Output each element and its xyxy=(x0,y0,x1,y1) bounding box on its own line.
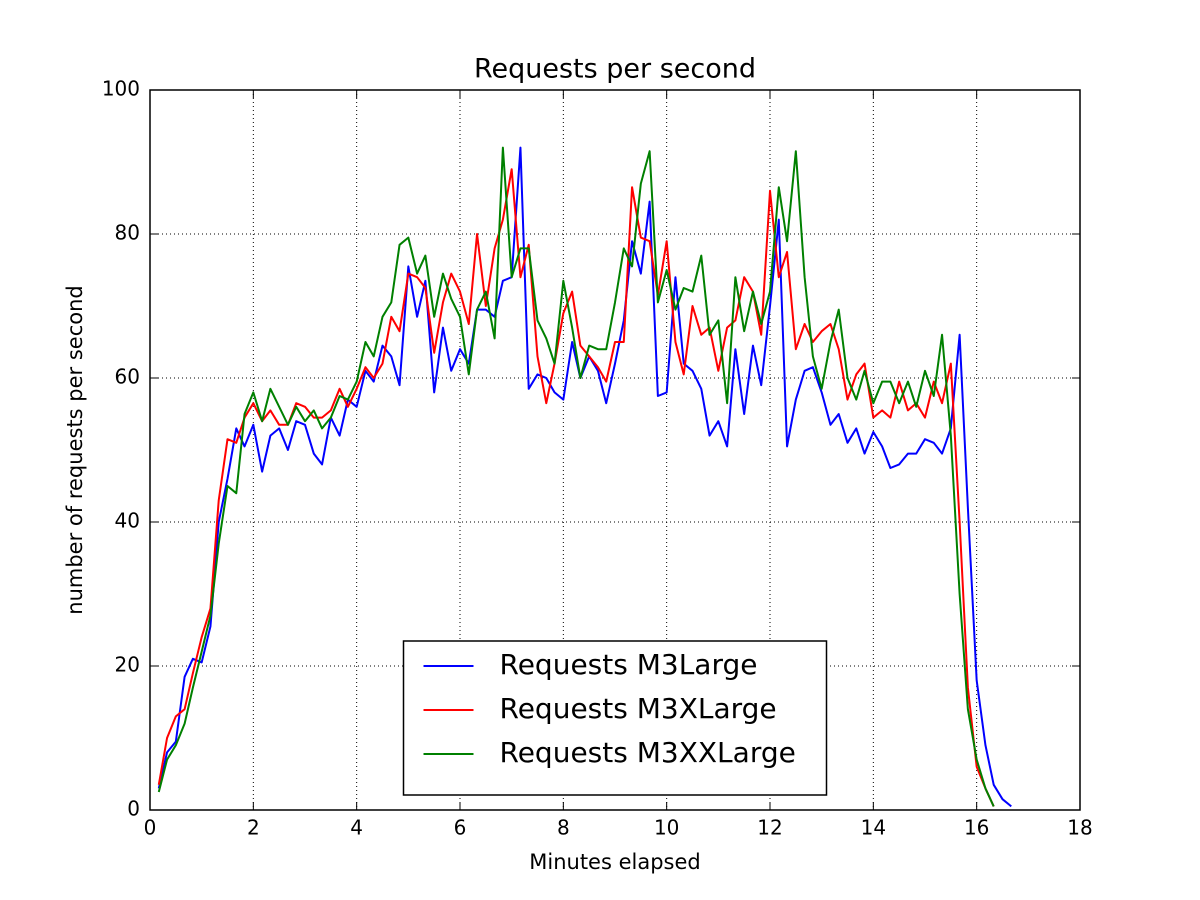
x-tick-label: 10 xyxy=(654,816,679,840)
y-tick-label: 60 xyxy=(115,365,140,389)
series-line xyxy=(157,168,995,807)
x-tick-label: 16 xyxy=(964,816,989,840)
x-tick-label: 6 xyxy=(454,816,467,840)
x-tick-label: 14 xyxy=(861,816,886,840)
x-tick-label: 12 xyxy=(757,816,782,840)
y-tick-label: 80 xyxy=(115,221,140,245)
x-tick-label: 4 xyxy=(350,816,363,840)
y-axis-label: number of requests per second xyxy=(63,285,87,614)
x-tick-label: 8 xyxy=(557,816,570,840)
y-tick-label: 100 xyxy=(102,77,140,101)
x-tick-label: 0 xyxy=(144,816,157,840)
y-tick-label: 0 xyxy=(127,797,140,821)
x-tick-label: 18 xyxy=(1067,816,1092,840)
x-tick-label: 2 xyxy=(247,816,260,840)
chart-title: Requests per second xyxy=(474,54,756,85)
y-tick-label: 40 xyxy=(115,509,140,533)
legend: Requests M3Large Requests M3XLarge Request… xyxy=(402,640,828,796)
x-axis-label: Minutes elapsed xyxy=(529,850,701,874)
plot-frame xyxy=(149,89,1081,811)
legend-box xyxy=(402,640,828,796)
legend-label: Requests M3XLarge xyxy=(500,692,777,725)
series-line xyxy=(157,146,995,807)
series-line xyxy=(157,146,1012,808)
y-tick-label: 20 xyxy=(115,653,140,677)
legend-label: Requests M3Large xyxy=(500,648,758,681)
legend-label: Requests M3XXLarge xyxy=(500,736,796,769)
